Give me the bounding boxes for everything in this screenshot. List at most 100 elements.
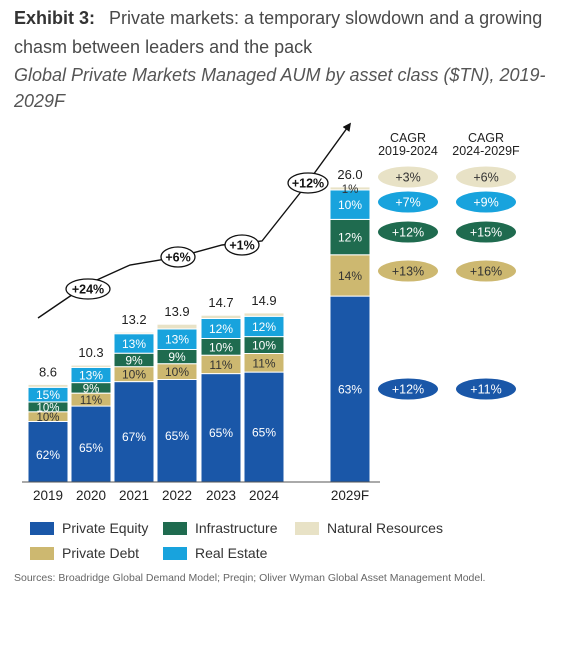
cagr-value-infrastructure-2: +15%	[470, 226, 502, 240]
segment-label-private-equity-2021: 67%	[122, 430, 146, 444]
growth-callout-label-1: +24%	[72, 283, 104, 297]
legend-item-real-estate: Real Estate	[163, 545, 267, 561]
stacked-bar-chart: 62%10%10%15%8.6201965%11%9%13%10.3202067…	[22, 122, 520, 503]
total-label-2019: 8.6	[39, 364, 57, 379]
bar-segment-natural-resources-2024	[243, 312, 285, 317]
cagr-pill-infrastructure-2	[456, 221, 516, 243]
growth-callout-bubble-2	[160, 246, 196, 268]
chart-header: Exhibit 3: Private markets: a temporary s…	[14, 4, 559, 114]
growth-callout-label-2: +6%	[165, 251, 190, 265]
total-label-2022: 13.9	[164, 304, 189, 319]
cagr-pill-private-debt-2	[456, 260, 516, 282]
segment-label-natural-resources-2029f: 1%	[342, 184, 359, 196]
legend-label-private-equity: Private Equity	[62, 520, 149, 536]
segment-label-private-debt-2021: 10%	[122, 368, 146, 382]
bar-segment-natural-resources-2020	[70, 364, 112, 368]
segment-label-private-equity-2022: 65%	[165, 429, 189, 443]
x-tick-label-2021: 2021	[119, 488, 149, 503]
segment-label-private-equity-2020: 65%	[79, 441, 103, 455]
segment-label-real-estate-2024: 12%	[252, 320, 276, 334]
segment-label-real-estate-2029f: 10%	[338, 198, 362, 212]
legend-label-private-debt: Private Debt	[62, 545, 140, 561]
growth-callout-label-4: +12%	[292, 177, 324, 191]
bar-segment-private-equity-2023	[200, 373, 242, 483]
cagr-pill-natural-resources-1	[378, 166, 438, 188]
bar-segment-private-equity-2029f	[329, 295, 371, 483]
exhibit-label: Exhibit 3:	[14, 8, 96, 28]
segment-label-infrastructure-2023: 10%	[209, 340, 233, 354]
segment-label-infrastructure-2024: 10%	[252, 339, 276, 353]
segment-label-infrastructure-2019: 10%	[36, 402, 59, 414]
cagr-pill-private-equity-1	[378, 378, 438, 400]
x-tick-label-2023: 2023	[206, 488, 236, 503]
segment-label-private-debt-2024: 11%	[252, 356, 275, 370]
growth-callout-bubble-4	[287, 172, 329, 194]
cagr-pill-natural-resources-2	[456, 166, 516, 188]
bar-segment-natural-resources-2022	[156, 323, 198, 330]
chart-legend: Private Equity Infrastructure Natural Reso…	[30, 516, 470, 564]
cagr-value-private-equity-1: +12%	[392, 383, 424, 397]
bar-segment-private-debt-2029f	[329, 254, 371, 297]
cagr-header-1-line-1: CAGR	[390, 131, 426, 145]
chart-subtitle: Global Private Markets Managed AUM by as…	[14, 65, 546, 111]
cagr-value-real-estate-1: +7%	[395, 196, 420, 210]
segment-label-infrastructure-2022: 9%	[168, 350, 186, 364]
bar-segment-natural-resources-2019	[27, 383, 69, 388]
cagr-header-1-line-2: 2019-2024	[378, 144, 438, 158]
segment-label-private-equity-2019: 62%	[36, 448, 60, 462]
cagr-value-private-equity-2: +11%	[470, 383, 501, 397]
bar-segment-natural-resources-2029f	[329, 186, 371, 191]
segment-label-private-debt-2020: 11%	[80, 395, 102, 407]
segment-label-private-debt-2029f: 14%	[338, 269, 362, 283]
segment-label-real-estate-2022: 13%	[165, 333, 189, 347]
legend-swatch-private-equity	[30, 521, 54, 535]
x-tick-label-2020: 2020	[76, 488, 106, 503]
cagr-pill-private-equity-2	[456, 378, 516, 400]
cagr-header-2-line-1: CAGR	[468, 131, 504, 145]
total-label-2023: 14.7	[208, 295, 233, 310]
total-label-2029f: 26.0	[337, 167, 362, 182]
bar-segment-private-equity-2022	[156, 379, 198, 483]
bar-segment-natural-resources-2021	[113, 331, 155, 335]
growth-callout-bubble-1	[65, 278, 111, 300]
segment-label-private-debt-2019: 10%	[36, 412, 59, 424]
segment-label-real-estate-2021: 13%	[122, 337, 146, 351]
cagr-value-real-estate-2: +9%	[473, 196, 498, 210]
cagr-pill-infrastructure-1	[378, 221, 438, 243]
legend-swatch-private-debt	[30, 546, 54, 560]
segment-label-private-debt-2023: 11%	[209, 358, 232, 372]
legend-label-natural-resources: Natural Resources	[327, 520, 443, 536]
segment-label-infrastructure-2021: 9%	[125, 353, 143, 367]
x-tick-label-2022: 2022	[162, 488, 192, 503]
legend-label-real-estate: Real Estate	[195, 545, 268, 561]
cagr-value-natural-resources-1: +3%	[395, 171, 420, 185]
cagr-header-2-line-2: 2024-2029F	[452, 144, 520, 158]
x-tick-label-2024: 2024	[249, 488, 280, 503]
chart-title: Private markets: a temporary slowdown an…	[14, 8, 543, 57]
segment-label-real-estate-2019: 15%	[36, 388, 60, 402]
total-label-2024: 14.9	[251, 293, 276, 308]
legend-item-private-equity: Private Equity	[30, 520, 148, 536]
segment-label-private-debt-2022: 10%	[165, 365, 189, 379]
bar-segment-natural-resources-2023	[200, 314, 242, 320]
segment-label-infrastructure-2029f: 12%	[338, 231, 362, 245]
segment-label-real-estate-2023: 12%	[209, 322, 233, 336]
cagr-value-natural-resources-2: +6%	[473, 171, 498, 185]
cagr-pill-real-estate-1	[378, 191, 438, 213]
growth-callout-bubble-3	[224, 234, 260, 256]
legend-item-natural-resources: Natural Resources	[295, 520, 443, 536]
segment-label-private-equity-2023: 65%	[209, 426, 233, 440]
segment-label-private-equity-2029f: 63%	[338, 383, 362, 397]
source-note: Sources: Broadridge Global Demand Model;…	[14, 572, 486, 584]
segment-label-private-equity-2024: 65%	[252, 426, 276, 440]
total-label-2020: 10.3	[78, 345, 103, 360]
cagr-pill-private-debt-1	[378, 260, 438, 282]
legend-label-infrastructure: Infrastructure	[195, 520, 278, 536]
x-tick-label-2029f: 2029F	[331, 488, 369, 503]
cagr-value-private-debt-1: +13%	[392, 265, 424, 279]
legend-swatch-real-estate	[163, 546, 187, 560]
x-tick-label-2019: 2019	[33, 488, 63, 503]
cagr-pill-real-estate-2	[456, 191, 516, 213]
cagr-value-private-debt-2: +16%	[470, 265, 502, 279]
cagr-value-infrastructure-1: +12%	[392, 226, 424, 240]
